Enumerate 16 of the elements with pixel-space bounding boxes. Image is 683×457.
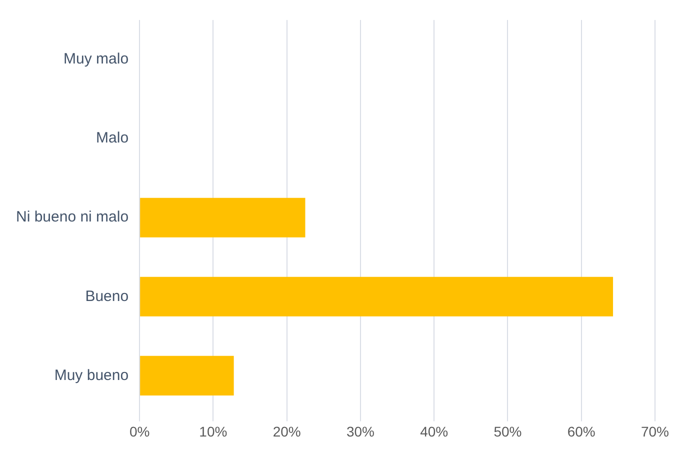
x-tick-label: 60% — [567, 423, 596, 440]
x-tick-label: 30% — [346, 423, 374, 440]
bar — [140, 198, 306, 238]
x-tick-label: 70% — [640, 423, 670, 440]
x-tick-label: 10% — [199, 423, 228, 440]
bar — [140, 356, 234, 396]
x-tick-label: 0% — [129, 423, 150, 440]
bar — [140, 276, 614, 316]
x-tick-label: 20% — [272, 423, 301, 440]
x-tick-label: 50% — [494, 423, 522, 440]
y-tick-label: Bueno — [85, 288, 129, 305]
y-tick-label: Muy bueno — [54, 366, 129, 384]
y-tick-label: Ni bueno ni malo — [16, 208, 129, 226]
y-tick-label: Malo — [96, 130, 129, 147]
x-tick-label: 40% — [420, 423, 448, 440]
y-tick-label: Muy malo — [64, 50, 129, 68]
